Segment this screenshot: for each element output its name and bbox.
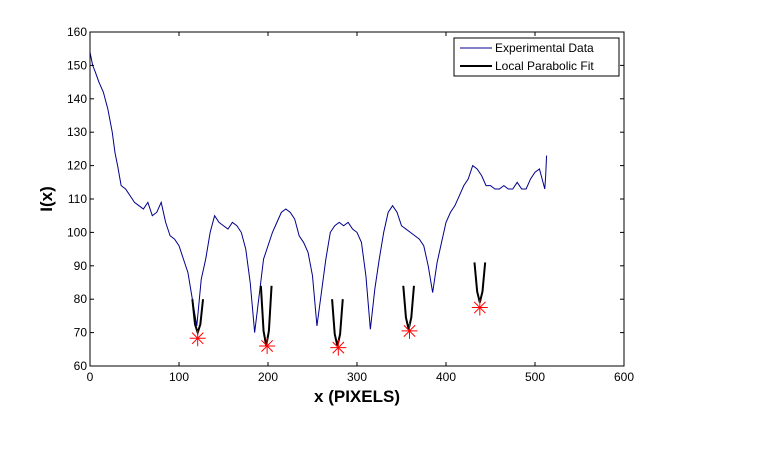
y-tick-label-80: 80 [74, 292, 88, 306]
legend-label-parabolic: Local Parabolic Fit [495, 59, 594, 73]
y-tick-label-100: 100 [67, 225, 87, 239]
x-tick-label-600: 600 [614, 370, 634, 384]
y-axis-label: I(x) [37, 186, 56, 212]
x-tick-label-200: 200 [258, 370, 278, 384]
y-tick-label-150: 150 [67, 58, 87, 72]
y-tick-label-90: 90 [74, 259, 88, 273]
plot-area-background [90, 32, 624, 366]
x-tick-label-500: 500 [525, 370, 545, 384]
legend-box [453, 37, 620, 77]
x-tick-label-400: 400 [436, 370, 456, 384]
y-tick-label-140: 140 [67, 92, 87, 106]
y-tick-label-130: 130 [67, 125, 87, 139]
legend: Experimental Data Local Parabolic Fit [453, 37, 620, 77]
legend-label-experimental: Experimental Data [495, 41, 594, 55]
x-tick-label-0: 0 [87, 370, 94, 384]
minimum-marker-4 [401, 322, 418, 339]
minimum-marker-2 [259, 337, 276, 354]
parabolic-fit-segment-3 [331, 299, 344, 347]
x-tick-label-100: 100 [169, 370, 189, 384]
y-tick-label-70: 70 [74, 326, 88, 340]
y-tick-label-110: 110 [68, 192, 87, 206]
y-tick-label-60: 60 [74, 359, 88, 373]
series-experimental-data-line [89, 51, 548, 333]
y-tick-label-160: 160 [67, 25, 87, 39]
y-tick-label-120: 120 [67, 159, 87, 173]
x-axis-label: x (PIXELS) [314, 387, 400, 406]
minimum-marker-1 [189, 330, 206, 347]
x-tick-label-300: 300 [347, 370, 367, 384]
minimum-marker-5 [471, 299, 488, 316]
parabolic-fit-segment-4 [402, 285, 415, 330]
minimum-marker-3 [330, 339, 347, 356]
